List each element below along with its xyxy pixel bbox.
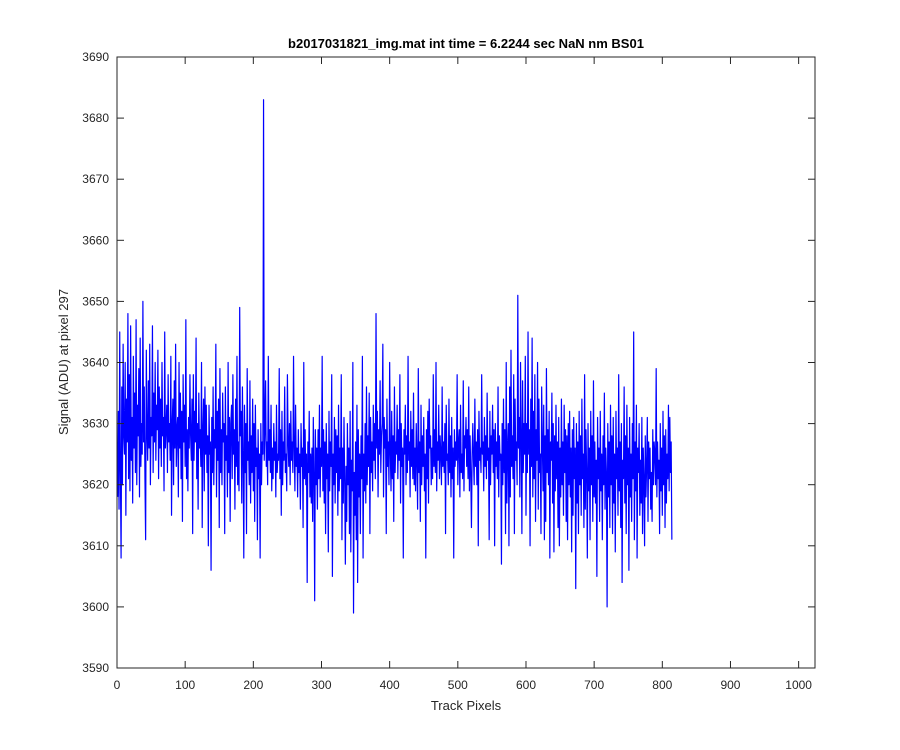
y-tick-label: 3660 <box>82 233 109 247</box>
x-tick-label: 200 <box>243 678 263 692</box>
x-tick-label: 500 <box>448 678 468 692</box>
x-tick-label: 400 <box>380 678 400 692</box>
x-tick-label: 600 <box>516 678 536 692</box>
x-axis-label: Track Pixels <box>431 698 502 713</box>
x-tick-label: 100 <box>175 678 195 692</box>
y-axis-label: Signal (ADU) at pixel 297 <box>56 289 71 435</box>
x-tick-label: 900 <box>720 678 740 692</box>
y-tick-label: 3670 <box>82 172 109 186</box>
x-tick-label: 800 <box>652 678 672 692</box>
plot-area <box>117 57 815 668</box>
y-tick-label: 3690 <box>82 50 109 64</box>
y-axis-ticks: 3590 3600 3610 3620 3630 3640 3650 3660 3670 3680… <box>82 50 815 675</box>
x-tick-label: 300 <box>311 678 331 692</box>
y-tick-label: 3610 <box>82 539 109 553</box>
x-tick-label: 700 <box>584 678 604 692</box>
y-tick-label: 3620 <box>82 478 109 492</box>
series-layer <box>117 99 673 614</box>
x-tick-label: 1000 <box>785 678 812 692</box>
series-line-1 <box>117 99 673 614</box>
y-tick-label: 3630 <box>82 417 109 431</box>
chart-title: b2017031821_img.mat int time = 6.2244 se… <box>288 36 644 51</box>
y-tick-label: 3640 <box>82 356 109 370</box>
x-tick-label: 0 <box>114 678 121 692</box>
y-tick-label: 3650 <box>82 294 109 308</box>
y-tick-label: 3600 <box>82 600 109 614</box>
y-tick-label: 3680 <box>82 111 109 125</box>
x-axis-ticks: 0 100 200 300 400 500 600 700 800 900 1000 <box>114 57 812 692</box>
y-tick-label: 3590 <box>82 661 109 675</box>
